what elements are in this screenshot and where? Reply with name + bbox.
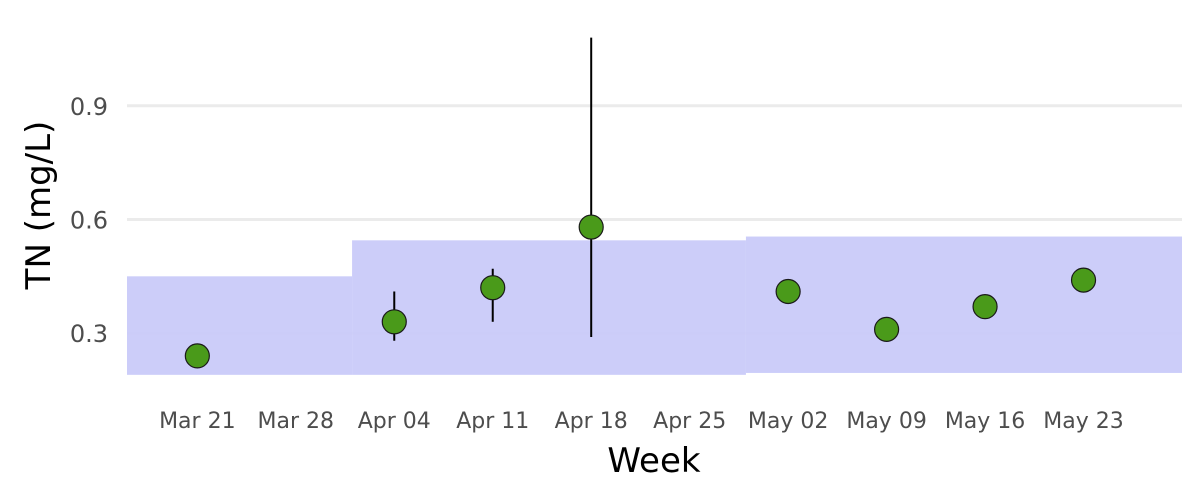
x-tick-label-4: Apr 18 (555, 409, 628, 434)
x-axis-ticks: Mar 21 Mar 28 Apr 04 Apr 11 Apr 18 Apr 25 May … (159, 409, 1124, 434)
point-layer (184, 214, 1097, 369)
x-tick-label-6: May 02 (748, 409, 828, 434)
x-tick-label-1: Mar 28 (258, 409, 335, 434)
y-axis-ticks: 0.3 0.6 0.9 (70, 93, 108, 348)
data-point-7 (1070, 267, 1097, 293)
data-point-3 (578, 214, 604, 240)
y-tick-label-2: 0.9 (70, 93, 108, 121)
y-axis-title: TN (mg/L) (19, 121, 59, 291)
y-tick-label-1: 0.6 (70, 206, 108, 234)
x-tick-label-8: May 16 (945, 409, 1025, 434)
x-tick-label-5: Apr 25 (653, 409, 726, 434)
x-axis-title: Week (607, 441, 700, 481)
data-point-0 (184, 343, 210, 369)
x-tick-label-0: Mar 21 (159, 409, 236, 434)
data-point-6 (972, 294, 998, 320)
data-point-5 (873, 316, 900, 342)
range-band-1 (352, 240, 746, 375)
band-layer (127, 236, 1182, 375)
data-point-2 (480, 275, 506, 301)
x-tick-label-7: May 09 (846, 409, 926, 434)
x-tick-label-3: Apr 11 (456, 409, 529, 434)
y-tick-label-0: 0.3 (70, 320, 108, 348)
range-band-0 (127, 276, 353, 375)
data-point-4 (775, 278, 801, 305)
x-tick-label-2: Apr 04 (358, 409, 431, 434)
data-point-1 (381, 309, 407, 335)
range-band-2 (745, 236, 1182, 373)
x-tick-label-9: May 23 (1043, 409, 1123, 434)
